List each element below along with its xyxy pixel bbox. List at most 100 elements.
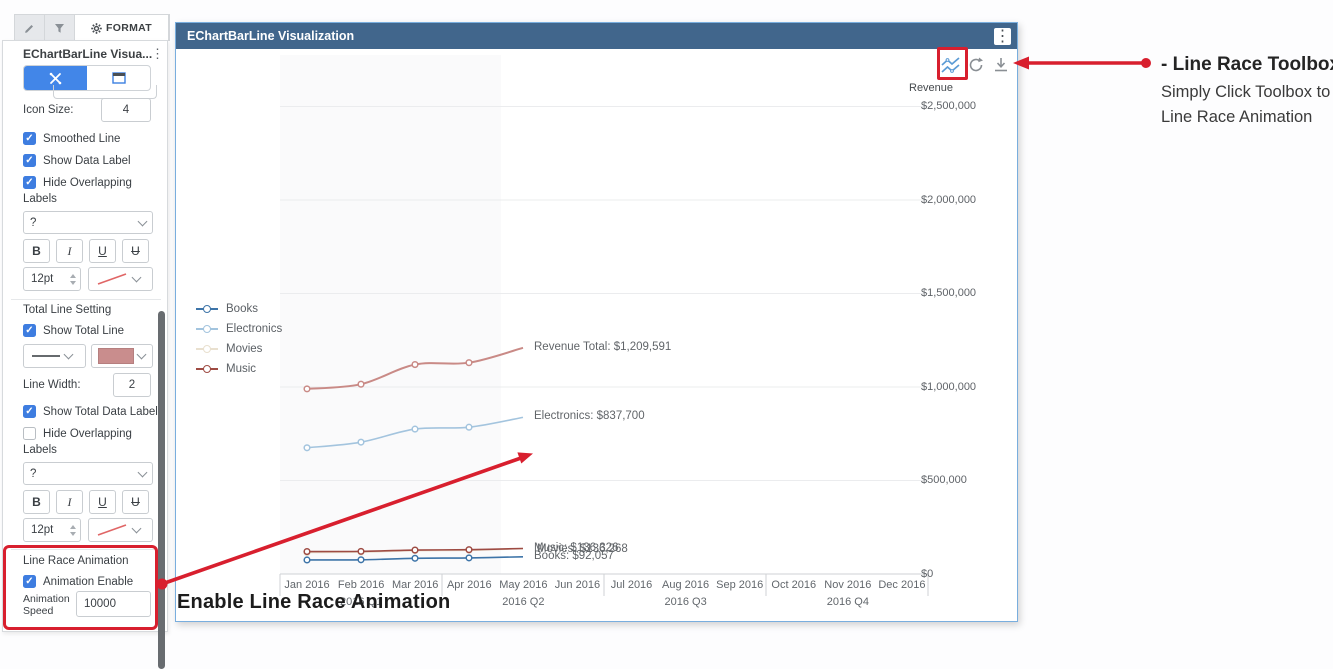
animation-speed-input[interactable]: 10000: [76, 591, 151, 617]
font-size-stepper-1[interactable]: [65, 267, 80, 291]
legend-label: Books: [226, 303, 258, 315]
hide-overlapping-checkbox-1[interactable]: ✓: [23, 176, 36, 189]
show-total-line-checkbox[interactable]: ✓: [23, 324, 36, 337]
show-data-label-row: ✓ Show Data Label: [23, 154, 131, 168]
strikethrough-button-2[interactable]: U: [122, 490, 149, 514]
font-family-value-1: ?: [30, 216, 37, 229]
partial-scrolled-control: [53, 85, 157, 99]
animation-enable-row: ✓ Animation Enable: [23, 575, 133, 589]
total-line-color-dropdown[interactable]: [91, 344, 153, 368]
month-tick-label: Aug 2016: [662, 579, 710, 591]
font-size-stepper-2[interactable]: [65, 518, 80, 542]
legend-marker-icon: [196, 345, 218, 353]
restore-icon[interactable]: [965, 54, 987, 76]
divider: [11, 549, 161, 550]
chart-window: EChartBarLine Visualization ⋮ Revenue: [175, 22, 1018, 622]
month-tick-label: Nov 2016: [824, 579, 872, 591]
legend-label: Music: [226, 363, 257, 375]
quarter-tick-label: 2016 Q2: [502, 596, 545, 608]
show-total-line-label: Show Total Line: [43, 325, 124, 337]
month-tick-label: Jun 2016: [554, 579, 601, 591]
italic-button-1[interactable]: I: [56, 239, 83, 263]
panel-scrollbar[interactable]: [158, 311, 165, 669]
window-kebab-icon[interactable]: ⋮: [994, 27, 1011, 45]
label-line-style-dropdown-2[interactable]: [88, 518, 153, 542]
month-tick-label: Mar 2016: [391, 579, 439, 591]
gear-icon: [91, 22, 102, 34]
panel-tabbar: FORMAT: [14, 14, 170, 41]
show-data-label-checkbox[interactable]: ✓: [23, 154, 36, 167]
chevron-down-icon: [131, 272, 142, 283]
line-race-toolbox-icon[interactable]: [940, 54, 962, 76]
legend-item-books[interactable]: Books: [196, 299, 282, 319]
y-tick-label: $1,000,000: [921, 380, 977, 393]
step-down-icon: [69, 531, 76, 536]
show-total-line-row: ✓ Show Total Line: [23, 324, 124, 338]
month-tick-label: Apr 2016: [446, 579, 492, 591]
bold-button-2[interactable]: B: [23, 490, 50, 514]
underline-button-2[interactable]: U: [89, 490, 116, 514]
chevron-down-icon: [137, 216, 148, 226]
annotation-body-line2: Line Race Animation: [1161, 108, 1313, 126]
smoothed-line-checkbox[interactable]: ✓: [23, 132, 36, 145]
month-tick-label: Feb 2016: [337, 579, 385, 591]
y-tick-label: $1,500,000: [921, 287, 977, 299]
end-label-books: Books: $92,057: [534, 549, 614, 562]
legend-item-movies[interactable]: Movies: [196, 339, 282, 359]
toggle-window-layout[interactable]: [87, 66, 150, 90]
chart-legend: Books Electronics Movies Music: [196, 299, 282, 379]
check-icon: ✓: [25, 132, 34, 144]
month-tick-label: Sep 2016: [716, 579, 764, 591]
tab-format-label: FORMAT: [106, 22, 152, 34]
chevron-down-icon: [136, 349, 147, 360]
chevron-down-icon: [137, 467, 148, 477]
show-data-label-label: Show Data Label: [43, 155, 131, 167]
animation-enable-checkbox[interactable]: ✓: [23, 575, 36, 588]
smoothed-line-row: ✓ Smoothed Line: [23, 132, 120, 146]
tab-edit[interactable]: [15, 15, 45, 41]
font-family-dropdown-2[interactable]: ?: [23, 462, 153, 485]
hide-overlapping-checkbox-2[interactable]: [23, 427, 36, 440]
animation-speed-label: Animation Speed: [23, 593, 70, 617]
font-family-dropdown-1[interactable]: ?: [23, 211, 153, 234]
solid-line-icon: [32, 355, 60, 357]
check-icon: ✓: [25, 575, 34, 587]
y-axis-title: Revenue: [909, 82, 954, 94]
bold-button-1[interactable]: B: [23, 239, 50, 263]
total-line-style-dropdown[interactable]: [23, 344, 86, 368]
check-icon: ✓: [25, 405, 34, 417]
chevron-down-icon: [63, 349, 74, 360]
legend-item-music[interactable]: Music: [196, 359, 282, 379]
icon-size-input[interactable]: 4: [101, 98, 151, 122]
labels-word-1: Labels: [23, 193, 57, 205]
hide-overlapping-label-1: Hide Overlapping: [43, 177, 132, 189]
format-panel: EChartBarLine Visua... ⋮ Icon Size: 4 ✓ …: [2, 40, 168, 669]
chevron-down-icon: [131, 523, 142, 534]
window-icon: [111, 72, 126, 84]
italic-button-2[interactable]: I: [56, 490, 83, 514]
font-family-value-2: ?: [30, 467, 37, 480]
smoothed-line-label: Smoothed Line: [43, 133, 121, 145]
chart-toolbox: [940, 54, 1012, 76]
end-label-electronics: Electronics: $837,700: [534, 410, 645, 423]
funnel-icon: [55, 23, 64, 33]
panel-kebab-icon[interactable]: ⋮: [151, 46, 164, 61]
show-total-data-label-checkbox[interactable]: ✓: [23, 405, 36, 418]
download-icon[interactable]: [990, 54, 1012, 76]
window-title: EChartBarLine Visualization: [187, 29, 355, 43]
line-width-input[interactable]: 2: [113, 373, 151, 397]
strikethrough-button-1[interactable]: U: [122, 239, 149, 263]
legend-item-electronics[interactable]: Electronics: [196, 319, 282, 339]
quarter-tick-label: 2016 Q1: [340, 596, 383, 608]
animation-speed-label-line1: Animation: [23, 593, 70, 605]
check-icon: ✓: [25, 176, 34, 188]
tab-format[interactable]: FORMAT: [75, 15, 169, 41]
label-line-style-dropdown-1[interactable]: [88, 267, 153, 291]
font-size-input-2[interactable]: 12pt: [23, 518, 81, 542]
annotation-enable-text: Enable Line Race Animation: [177, 591, 451, 613]
animation-speed-label-line2: Speed: [23, 605, 54, 617]
underline-button-1[interactable]: U: [89, 239, 116, 263]
step-down-icon: [69, 280, 76, 285]
tab-filter[interactable]: [45, 15, 75, 41]
font-size-input-1[interactable]: 12pt: [23, 267, 81, 291]
